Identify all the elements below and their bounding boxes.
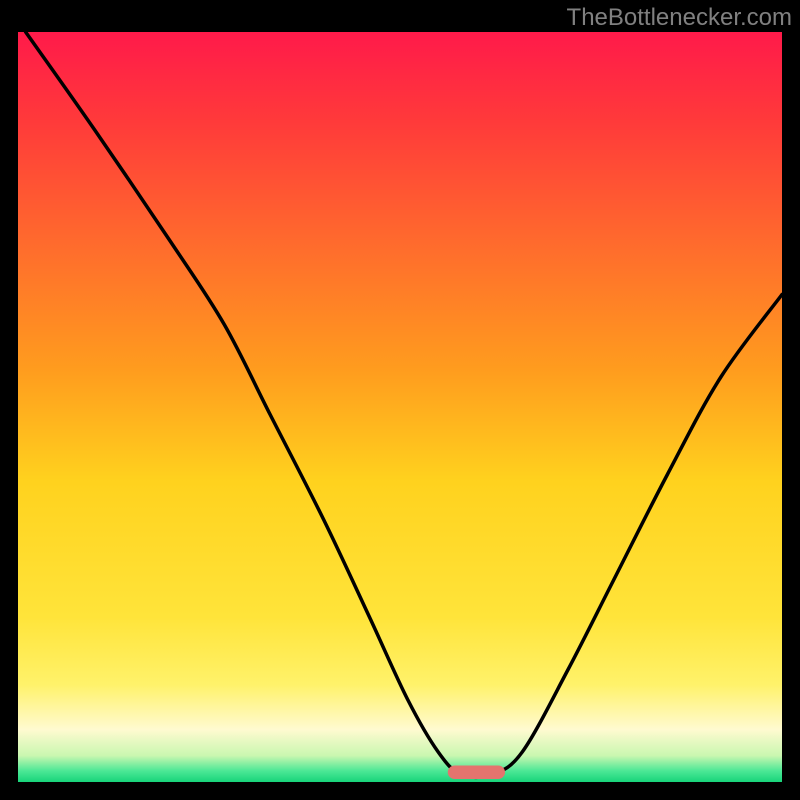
plot-background <box>18 32 782 782</box>
bottleneck-chart <box>0 0 800 800</box>
watermark-text: TheBottlenecker.com <box>567 4 792 32</box>
optimum-marker <box>448 766 505 780</box>
